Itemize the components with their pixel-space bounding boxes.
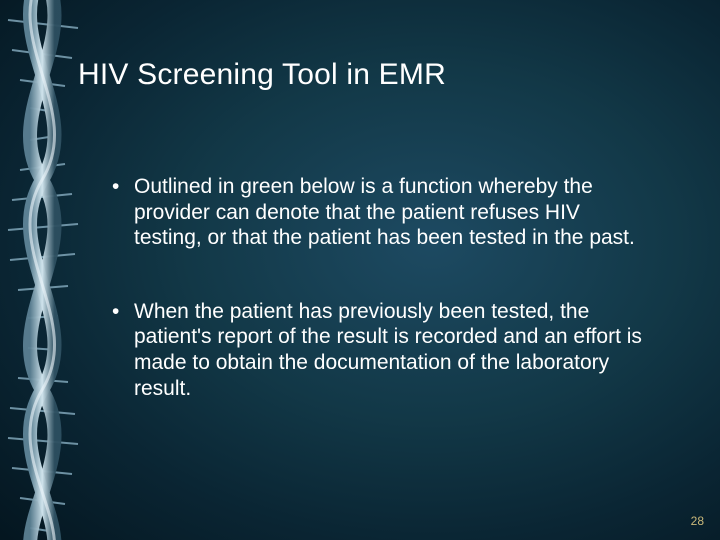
slide: HIV Screening Tool in EMR Outlined in gr… xyxy=(0,0,720,540)
slide-body: Outlined in green below is a function wh… xyxy=(110,174,650,449)
bullet-item: When the patient has previously been tes… xyxy=(110,299,650,401)
bullet-item: Outlined in green below is a function wh… xyxy=(110,174,650,251)
page-number: 28 xyxy=(691,514,704,528)
slide-title: HIV Screening Tool in EMR xyxy=(78,58,446,92)
